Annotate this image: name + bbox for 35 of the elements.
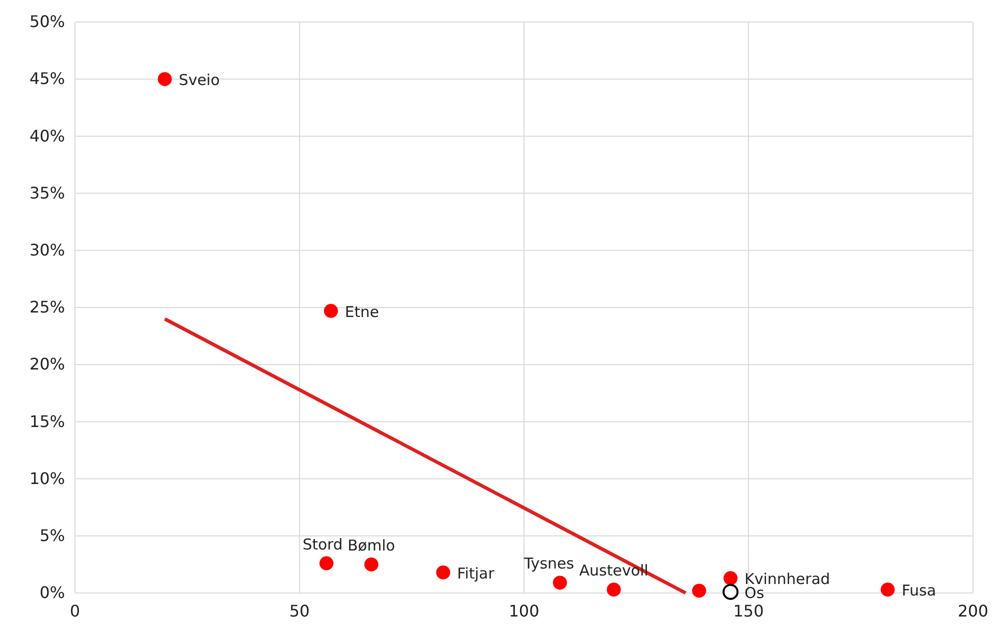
y-tick-label: 20% [29,354,65,374]
annotation: Fusa [902,582,936,600]
annotation: Bømlo [348,536,396,554]
y-tick-label: 40% [29,126,65,146]
y-tick-label: 45% [29,69,65,88]
x-tick-label: 0 [70,601,80,620]
y-tick-label: 25% [29,298,65,317]
point [552,576,567,590]
x-tick-label: 100 [508,601,540,620]
point [722,584,739,600]
annotation: Os [744,584,764,602]
point [319,556,334,570]
annotation: Etne [344,302,380,321]
y-tick-label: 0% [40,583,65,602]
annotation: Fitjar [457,564,496,582]
x-tick-label: 50 [289,601,310,620]
point [692,584,706,598]
y-tick-label: 30% [29,240,65,260]
y-tick-label: 35% [29,183,65,202]
y-tick-label: 5% [40,526,65,546]
point [724,571,738,586]
annotation: Sveio [178,71,220,90]
point [880,582,895,597]
y-tick-label: 50% [29,12,65,32]
point [158,72,172,86]
point [606,582,621,597]
y-tick-label: 15% [29,412,65,431]
point [324,304,338,318]
x-tick-label: 150 [733,601,764,620]
point [436,565,450,580]
x-tick-label: 200 [958,601,988,620]
y-tick-label: 10% [29,468,65,488]
point [364,557,378,572]
annotation: Stord [302,535,343,554]
annotation: Tysnes [523,554,574,573]
